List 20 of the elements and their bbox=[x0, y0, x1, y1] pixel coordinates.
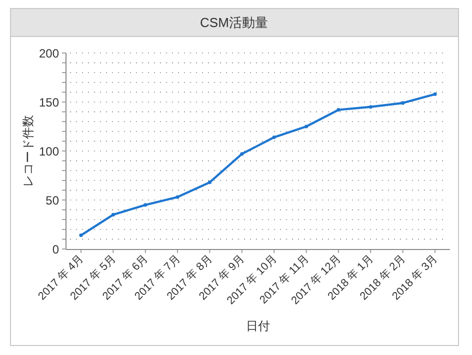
y-tick-label: 0 bbox=[52, 242, 60, 256]
point bbox=[401, 101, 405, 105]
point bbox=[144, 203, 148, 207]
y-tick-label: 150 bbox=[38, 96, 60, 110]
point bbox=[304, 124, 308, 128]
point bbox=[336, 108, 340, 112]
point bbox=[272, 135, 276, 140]
point bbox=[208, 180, 212, 184]
point bbox=[79, 233, 83, 238]
x-axis-title: 日付 bbox=[246, 319, 270, 333]
point bbox=[176, 195, 180, 199]
point bbox=[240, 152, 244, 156]
y-tick-label: 200 bbox=[38, 46, 60, 60]
point bbox=[111, 212, 115, 216]
point bbox=[368, 105, 372, 109]
point bbox=[433, 92, 437, 96]
chart-title: CSM活動量 bbox=[200, 15, 268, 30]
y-tick-label: 100 bbox=[38, 144, 60, 158]
y-axis-title: レコード件数 bbox=[21, 115, 35, 187]
y-tick-label: 50 bbox=[46, 194, 60, 208]
